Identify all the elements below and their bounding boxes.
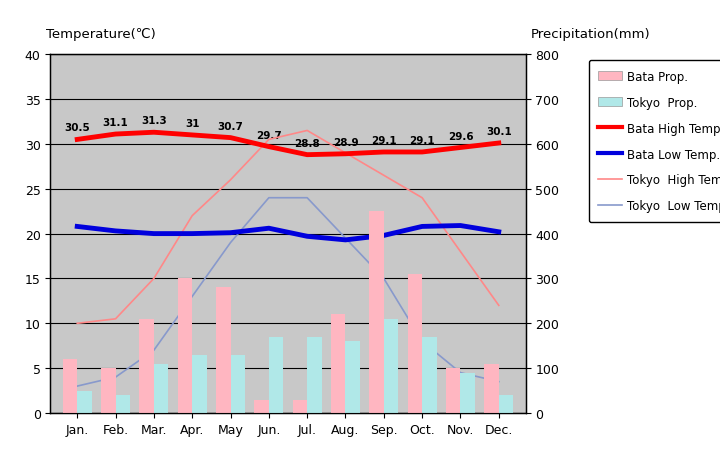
Legend: Bata Prop., Tokyo  Prop., Bata High Temp., Bata Low Temp., Tokyo  High Temp., To: Bata Prop., Tokyo Prop., Bata High Temp.… [588, 61, 720, 223]
Text: 31.1: 31.1 [103, 118, 128, 128]
Bar [485, 364, 499, 413]
Text: 31.3: 31.3 [141, 116, 167, 126]
Bar [422, 337, 437, 413]
Bar [230, 355, 245, 413]
Bar [254, 400, 269, 413]
Text: 29.6: 29.6 [448, 131, 473, 141]
Bar [307, 337, 322, 413]
Bar [63, 359, 77, 413]
Bar [292, 400, 307, 413]
Bar [331, 315, 346, 413]
Bar [346, 341, 360, 413]
Text: 29.1: 29.1 [371, 136, 397, 146]
Bar [101, 368, 115, 413]
Bar [139, 319, 154, 413]
Text: 30.7: 30.7 [217, 122, 243, 131]
Bar [446, 368, 461, 413]
Text: 30.5: 30.5 [64, 123, 90, 133]
Bar [499, 395, 513, 413]
Text: Temperature(℃): Temperature(℃) [45, 28, 156, 41]
Text: 28.9: 28.9 [333, 138, 359, 147]
Bar [154, 364, 168, 413]
Bar [461, 373, 475, 413]
Bar [408, 274, 422, 413]
Text: 30.1: 30.1 [486, 127, 512, 137]
Bar [216, 288, 230, 413]
Bar [178, 279, 192, 413]
Text: Precipitation(mm): Precipitation(mm) [531, 28, 650, 41]
Bar [77, 391, 91, 413]
Bar [384, 319, 398, 413]
Text: 29.1: 29.1 [409, 136, 435, 146]
Text: 31: 31 [185, 119, 199, 129]
Bar [192, 355, 207, 413]
Bar [369, 212, 384, 413]
Bar [115, 395, 130, 413]
Bar [269, 337, 284, 413]
Text: 28.8: 28.8 [294, 139, 320, 148]
Text: 29.7: 29.7 [256, 130, 282, 140]
